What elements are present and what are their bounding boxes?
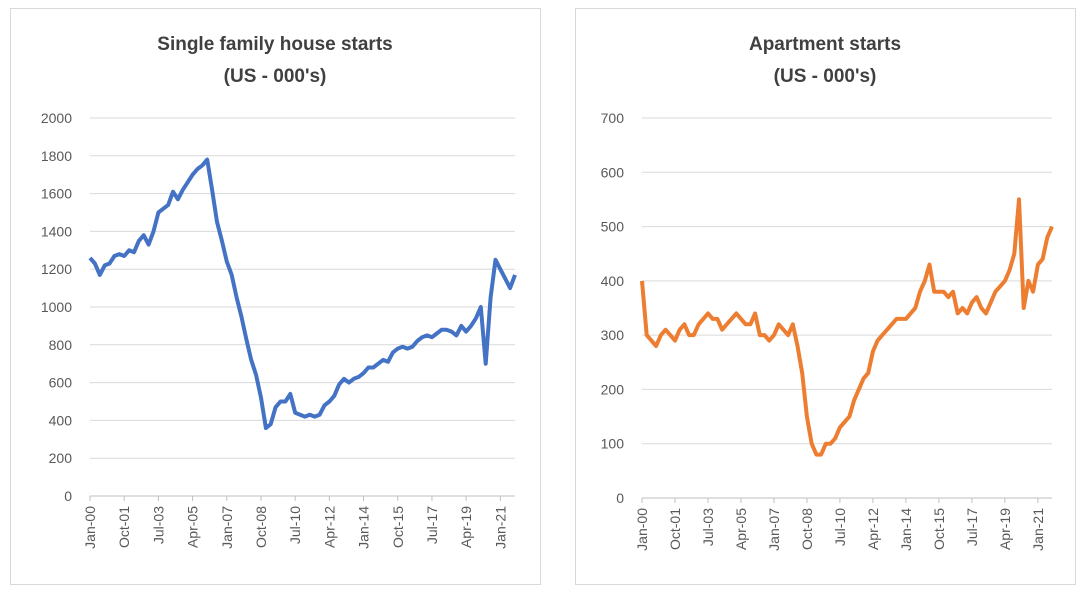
y-tick-label: 400 <box>601 273 625 289</box>
y-tick-label: 1000 <box>41 299 72 315</box>
x-tick-label: Jul-03 <box>700 508 716 546</box>
x-tick-label: Oct-08 <box>253 506 269 548</box>
x-tick-label: Apr-05 <box>185 506 201 548</box>
chart-title: Single family house starts <box>157 34 392 55</box>
y-tick-label: 100 <box>601 436 625 452</box>
x-tick-label: Jul-10 <box>287 506 303 544</box>
x-tick-label: Jan-07 <box>766 508 782 551</box>
y-tick-label: 200 <box>601 381 625 397</box>
x-tick-label: Jan-00 <box>634 508 650 551</box>
x-tick-label: Oct-08 <box>799 508 815 550</box>
x-tick-label: Jan-21 <box>1030 508 1046 551</box>
y-tick-label: 0 <box>64 488 72 504</box>
y-tick-label: 400 <box>49 412 73 428</box>
y-tick-label: 600 <box>601 164 625 180</box>
x-tick-label: Apr-12 <box>865 508 881 550</box>
y-tick-label: 1800 <box>41 148 72 164</box>
y-tick-label: 500 <box>601 219 625 235</box>
y-tick-label: 200 <box>49 450 73 466</box>
x-tick-label: Apr-05 <box>733 508 749 550</box>
x-tick-label: Jul-10 <box>832 508 848 546</box>
x-tick-label: Apr-19 <box>997 508 1013 550</box>
y-tick-label: 0 <box>616 490 624 506</box>
x-tick-label: Jul-17 <box>424 506 440 544</box>
chart-subtitle: (US - 000's) <box>774 66 877 87</box>
y-tick-label: 800 <box>49 337 73 353</box>
x-tick-label: Apr-12 <box>321 506 337 548</box>
y-tick-label: 700 <box>601 110 625 126</box>
panel-left <box>10 8 541 585</box>
y-tick-label: 2000 <box>41 110 72 126</box>
x-tick-label: Jan-07 <box>219 506 235 549</box>
y-tick-label: 600 <box>49 375 73 391</box>
y-tick-label: 1600 <box>41 186 72 202</box>
x-tick-label: Oct-01 <box>667 508 683 550</box>
x-tick-label: Jan-00 <box>82 506 98 549</box>
chart-subtitle: (US - 000's) <box>224 66 327 87</box>
x-tick-label: Jul-03 <box>150 506 166 544</box>
y-tick-label: 300 <box>601 327 625 343</box>
x-tick-label: Oct-15 <box>390 506 406 548</box>
y-tick-label: 1200 <box>41 261 72 277</box>
y-tick-label: 1400 <box>41 223 72 239</box>
x-tick-label: Jan-14 <box>898 508 914 551</box>
x-tick-label: Oct-15 <box>931 508 947 550</box>
x-tick-label: Jan-21 <box>492 506 508 549</box>
x-tick-label: Jan-14 <box>356 506 372 549</box>
line <box>640 197 1054 457</box>
line <box>88 157 517 430</box>
x-tick-label: Jul-17 <box>964 508 980 546</box>
x-tick-label: Oct-01 <box>116 506 132 548</box>
x-tick-label: Apr-19 <box>458 506 474 548</box>
chart-title: Apartment starts <box>749 34 901 55</box>
